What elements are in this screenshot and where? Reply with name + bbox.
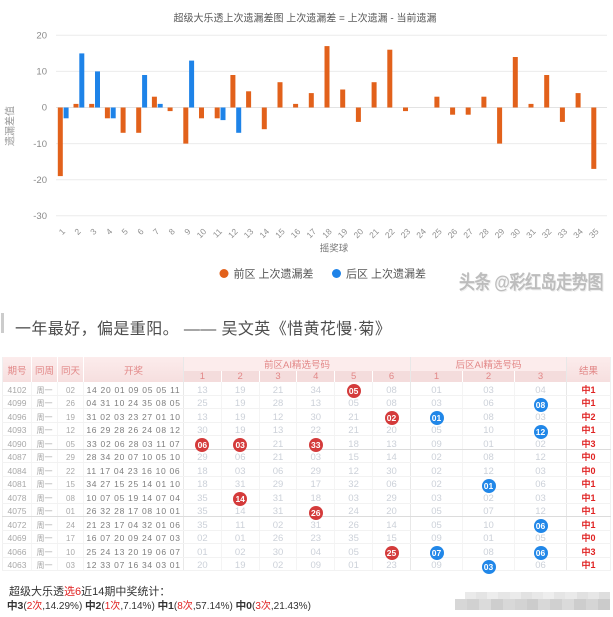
svg-text:-10: -10 (33, 139, 47, 150)
svg-text:2: 2 (72, 226, 83, 237)
svg-text:前区 上次遗漏差: 前区 上次遗漏差 (234, 267, 314, 281)
svg-text:-30: -30 (33, 211, 47, 222)
svg-text:-20: -20 (33, 175, 47, 186)
svg-text:9: 9 (182, 226, 193, 237)
svg-text:8: 8 (166, 226, 177, 237)
svg-text:7: 7 (151, 226, 162, 237)
svg-text:6: 6 (135, 226, 146, 237)
svg-text:4: 4 (104, 226, 115, 237)
svg-text:0: 0 (42, 103, 47, 114)
svg-text:3: 3 (88, 226, 99, 237)
svg-text:1: 1 (57, 226, 68, 237)
svg-text:20: 20 (36, 31, 47, 42)
svg-text:10: 10 (36, 67, 47, 78)
svg-text:后区 上次遗漏差: 后区 上次遗漏差 (346, 267, 426, 281)
svg-text:超级大乐透上次遗漏差图 上次遗漏差 = 上次遗漏 - 当前遗: 超级大乐透上次遗漏差图 上次遗漏差 = 上次遗漏 - 当前遗漏 (173, 12, 436, 25)
svg-text:遗漏差值: 遗漏差值 (4, 106, 17, 146)
svg-text:摇奖球: 摇奖球 (320, 243, 349, 255)
svg-text:5: 5 (119, 226, 130, 237)
